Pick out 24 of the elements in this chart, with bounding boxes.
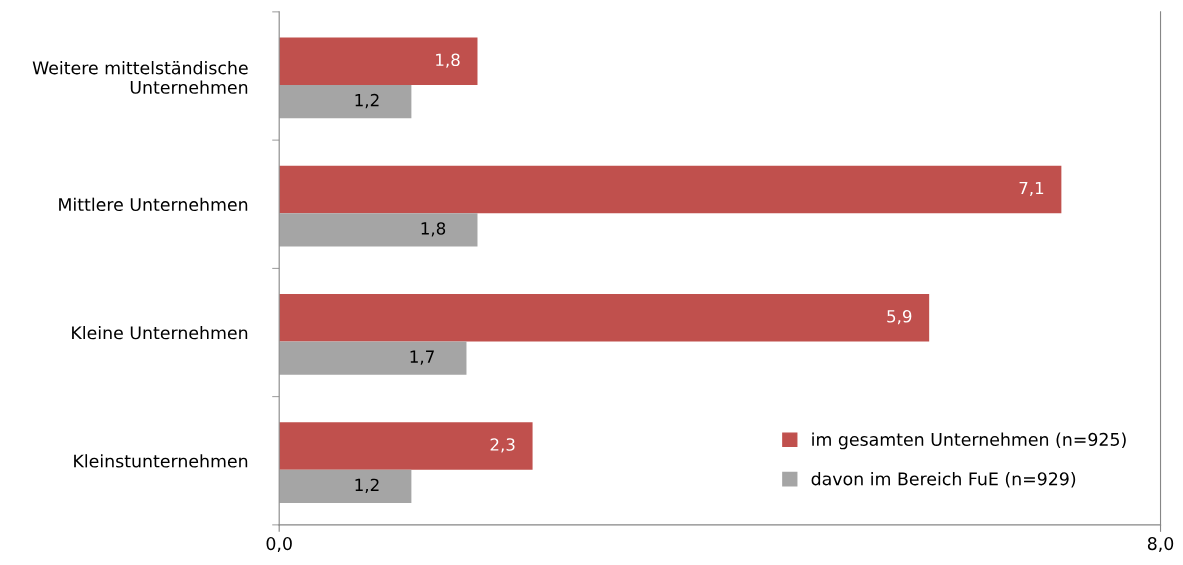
y-tick-label: Kleine Unternehmen <box>72 325 248 340</box>
bar <box>279 165 1062 214</box>
x-tick-label: 0,0 <box>266 537 292 552</box>
bar <box>279 213 478 247</box>
legend-label: davon im Bereich FuE (n=929) <box>811 471 1076 488</box>
data-label: 5,9 <box>887 309 912 325</box>
x-tick-label: 8,0 <box>1147 537 1174 552</box>
bar <box>279 84 412 119</box>
bar <box>279 469 412 504</box>
data-label: 1,2 <box>355 478 379 493</box>
data-label: 1,8 <box>436 53 460 68</box>
bar <box>279 294 930 342</box>
bar <box>279 37 478 85</box>
y-tick-label: Mittlere Unternehmen <box>59 197 248 212</box>
legend-label: im gesamten Unternehmen (n=925) <box>812 432 1126 450</box>
y-tick-label: Kleinstunternehmen <box>74 454 248 468</box>
bar <box>279 341 467 375</box>
data-label: 1,8 <box>421 222 446 237</box>
data-label: 7,1 <box>1019 181 1044 197</box>
y-tick-label: Weitere mittelständische Unternehmen <box>32 61 248 94</box>
bar <box>279 422 533 470</box>
data-label: 1,2 <box>355 93 379 109</box>
data-label: 2,3 <box>490 438 515 453</box>
data-label: 1,7 <box>410 350 434 365</box>
